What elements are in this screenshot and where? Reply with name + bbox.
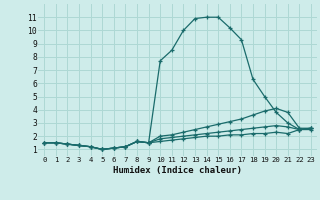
- X-axis label: Humidex (Indice chaleur): Humidex (Indice chaleur): [113, 166, 242, 175]
